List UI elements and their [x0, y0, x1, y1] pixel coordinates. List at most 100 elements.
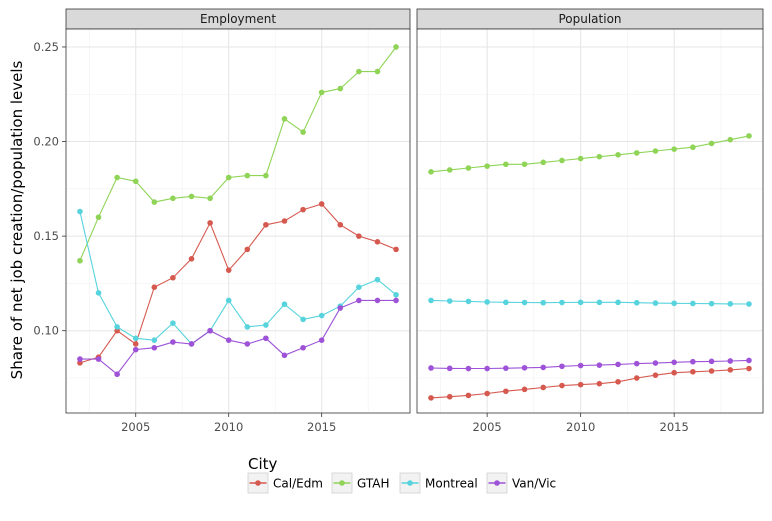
- data-point: [540, 299, 547, 306]
- legend-label: GTAH: [357, 477, 390, 491]
- legend-item-montreal: Montreal: [399, 472, 478, 494]
- data-point: [263, 322, 269, 328]
- facet-panel-population: Population 2005 2010 2015: [416, 8, 764, 434]
- legend-item-gtah: GTAH: [331, 472, 390, 494]
- data-point: [151, 344, 158, 351]
- data-point: [393, 44, 399, 50]
- data-point: [652, 148, 659, 154]
- facet-panel-employment: Employment 2005 2010 2015 0.10 0.15 0.20 0.25: [33, 8, 411, 434]
- data-point: [151, 337, 158, 343]
- data-point: [300, 206, 306, 213]
- data-point: [281, 301, 288, 308]
- data-point: [596, 153, 603, 160]
- data-point: [337, 305, 344, 311]
- data-point: [393, 297, 399, 304]
- data-point: [170, 339, 176, 345]
- x-tick-label: 2015: [307, 420, 336, 434]
- data-point: [374, 239, 381, 245]
- data-point: [503, 161, 509, 168]
- data-point: [577, 155, 584, 162]
- data-point: [652, 360, 659, 366]
- data-point: [577, 299, 584, 306]
- data-point: [503, 299, 509, 306]
- y-axis-label: Share of net job creation/population lev…: [8, 60, 26, 379]
- data-point: [318, 337, 325, 343]
- plot-background: [66, 29, 410, 413]
- data-point: [746, 365, 752, 372]
- data-point: [95, 356, 102, 362]
- data-point: [652, 300, 659, 306]
- series-line-montreal: [430, 299, 750, 305]
- data-point: [281, 352, 288, 359]
- data-point: [77, 208, 83, 215]
- data-point: [559, 382, 565, 389]
- data-point: [300, 129, 306, 135]
- data-point: [633, 150, 640, 156]
- legend-key-point: [494, 480, 500, 486]
- data-point: [596, 380, 603, 387]
- data-point: [114, 324, 120, 330]
- data-point: [596, 362, 603, 368]
- data-point: [690, 368, 696, 375]
- data-point: [727, 301, 734, 307]
- data-point: [151, 284, 158, 291]
- plot-background: [417, 29, 763, 413]
- data-point: [263, 221, 269, 228]
- data-point: [95, 290, 102, 296]
- data-point: [281, 116, 288, 122]
- data-point: [746, 301, 752, 307]
- data-point: [393, 246, 399, 253]
- series-line-gtah: [430, 135, 750, 173]
- data-point: [263, 172, 269, 179]
- data-point: [559, 299, 565, 306]
- data-point: [521, 161, 528, 168]
- data-point: [114, 174, 120, 181]
- data-point: [540, 384, 547, 391]
- y-tick-label: 0.10: [33, 324, 59, 338]
- data-point: [484, 299, 490, 305]
- data-point: [465, 392, 472, 399]
- data-point: [615, 299, 621, 306]
- data-point: [484, 163, 490, 169]
- data-point: [521, 299, 528, 306]
- data-point: [652, 372, 659, 378]
- data-point: [244, 172, 251, 179]
- data-point: [690, 358, 696, 365]
- data-point: [114, 371, 120, 378]
- data-point: [484, 390, 490, 397]
- data-point: [615, 361, 621, 368]
- data-point: [596, 299, 603, 306]
- data-point: [337, 221, 344, 228]
- data-point: [207, 327, 213, 334]
- data-point: [244, 324, 251, 330]
- legend-item-van-vic: Van/Vic: [486, 472, 556, 494]
- x-tick-label: 2015: [660, 420, 689, 434]
- x-tick-label: 2010: [566, 420, 595, 434]
- data-point: [170, 320, 176, 326]
- data-point: [615, 151, 621, 158]
- data-point: [503, 388, 509, 395]
- data-point: [356, 68, 362, 75]
- data-point: [577, 381, 584, 388]
- data-point: [746, 133, 752, 139]
- y-tick-label: 0.15: [33, 229, 59, 243]
- data-point: [132, 335, 139, 342]
- data-point: [690, 300, 696, 307]
- data-point: [428, 395, 434, 401]
- data-point: [225, 337, 232, 343]
- data-point: [318, 201, 325, 207]
- data-point: [356, 297, 362, 304]
- data-point: [281, 218, 288, 224]
- data-point: [577, 362, 584, 369]
- data-point: [484, 365, 490, 372]
- data-point: [633, 299, 640, 306]
- data-point: [356, 284, 362, 291]
- x-tick-label: 2010: [214, 420, 243, 434]
- data-point: [465, 365, 472, 372]
- data-point: [746, 357, 752, 364]
- series-line-van-vic: [430, 359, 750, 370]
- legend-key-point: [407, 480, 413, 486]
- data-point: [615, 378, 621, 385]
- data-point: [428, 365, 434, 371]
- data-point: [727, 136, 734, 143]
